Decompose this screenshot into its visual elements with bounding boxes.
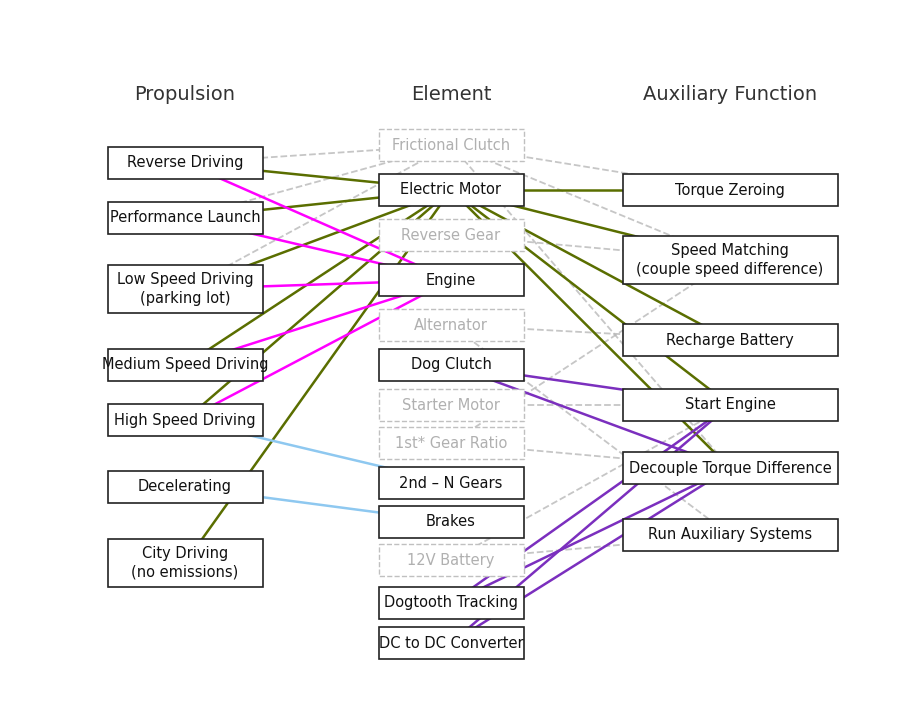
Text: Propulsion: Propulsion (134, 86, 235, 105)
FancyBboxPatch shape (379, 174, 523, 206)
FancyBboxPatch shape (622, 389, 837, 421)
FancyBboxPatch shape (622, 236, 837, 284)
Text: Frictional Clutch: Frictional Clutch (392, 138, 510, 152)
FancyBboxPatch shape (379, 506, 523, 538)
FancyBboxPatch shape (107, 147, 262, 179)
FancyBboxPatch shape (379, 349, 523, 381)
Text: 12V Battery: 12V Battery (408, 552, 494, 567)
Text: Decelerating: Decelerating (138, 479, 232, 494)
Text: Starter Motor: Starter Motor (402, 397, 500, 413)
Text: Low Speed Driving
(parking lot): Low Speed Driving (parking lot) (116, 272, 253, 306)
Text: Run Auxiliary Systems: Run Auxiliary Systems (648, 527, 812, 543)
Text: Torque Zeroing: Torque Zeroing (675, 183, 785, 197)
Text: 2nd – N Gears: 2nd – N Gears (400, 475, 502, 491)
Text: Medium Speed Driving: Medium Speed Driving (102, 357, 268, 373)
Text: Speed Matching
(couple speed difference): Speed Matching (couple speed difference) (637, 243, 824, 277)
FancyBboxPatch shape (107, 349, 262, 381)
FancyBboxPatch shape (107, 265, 262, 313)
Text: Brakes: Brakes (426, 515, 476, 529)
FancyBboxPatch shape (107, 471, 262, 503)
Text: Electric Motor: Electric Motor (400, 183, 502, 197)
FancyBboxPatch shape (379, 129, 523, 161)
FancyBboxPatch shape (379, 627, 523, 659)
FancyBboxPatch shape (107, 202, 262, 234)
Text: Recharge Battery: Recharge Battery (666, 333, 794, 347)
Text: Auxiliary Function: Auxiliary Function (643, 86, 817, 105)
FancyBboxPatch shape (622, 452, 837, 484)
FancyBboxPatch shape (622, 519, 837, 551)
FancyBboxPatch shape (622, 174, 837, 206)
FancyBboxPatch shape (379, 427, 523, 459)
Text: High Speed Driving: High Speed Driving (115, 413, 256, 428)
Text: DC to DC Converter: DC to DC Converter (379, 635, 523, 651)
Text: Engine: Engine (426, 272, 476, 288)
Text: City Driving
(no emissions): City Driving (no emissions) (132, 546, 239, 580)
FancyBboxPatch shape (379, 587, 523, 619)
FancyBboxPatch shape (107, 404, 262, 436)
Text: Reverse Gear: Reverse Gear (401, 227, 501, 242)
FancyBboxPatch shape (379, 264, 523, 296)
Text: 1st* Gear Ratio: 1st* Gear Ratio (395, 435, 507, 451)
Text: Performance Launch: Performance Launch (110, 211, 261, 225)
Text: Decouple Torque Difference: Decouple Torque Difference (629, 461, 832, 475)
FancyBboxPatch shape (379, 309, 523, 341)
FancyBboxPatch shape (622, 324, 837, 356)
FancyBboxPatch shape (379, 544, 523, 576)
FancyBboxPatch shape (379, 467, 523, 499)
FancyBboxPatch shape (107, 539, 262, 587)
Text: Element: Element (410, 86, 492, 105)
Text: Reverse Driving: Reverse Driving (127, 156, 244, 171)
Text: Dogtooth Tracking: Dogtooth Tracking (384, 595, 518, 611)
FancyBboxPatch shape (379, 219, 523, 251)
Text: Alternator: Alternator (414, 317, 488, 333)
FancyBboxPatch shape (379, 389, 523, 421)
Text: Start Engine: Start Engine (685, 397, 776, 413)
Text: Dog Clutch: Dog Clutch (410, 357, 492, 373)
